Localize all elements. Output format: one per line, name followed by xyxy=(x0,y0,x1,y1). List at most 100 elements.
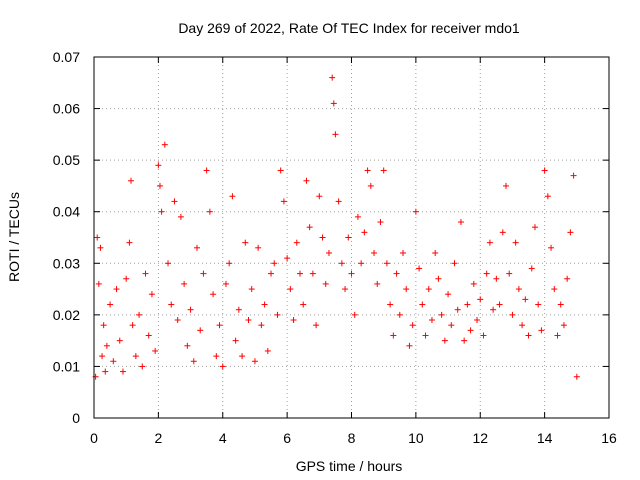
data-point xyxy=(519,322,526,329)
data-point xyxy=(116,337,123,344)
data-point xyxy=(330,100,337,107)
data-point xyxy=(145,332,152,339)
data-point xyxy=(383,260,390,267)
data-point xyxy=(538,327,545,334)
data-point xyxy=(171,198,178,205)
data-point xyxy=(541,167,548,174)
data-point xyxy=(268,270,275,277)
data-point xyxy=(335,198,342,205)
data-point xyxy=(113,286,120,293)
data-point xyxy=(102,368,109,375)
data-point xyxy=(181,280,188,287)
data-point xyxy=(206,208,213,215)
data-point xyxy=(280,198,287,205)
data-point xyxy=(390,332,397,339)
data-point xyxy=(535,301,542,308)
data-point xyxy=(174,317,181,324)
data-point xyxy=(435,275,442,282)
x-tick-label: 2 xyxy=(154,430,162,446)
data-point xyxy=(338,260,345,267)
data-point xyxy=(261,301,268,308)
data-point xyxy=(557,301,564,308)
data-point xyxy=(503,182,509,189)
data-point xyxy=(128,177,135,184)
data-point xyxy=(325,249,332,256)
x-tick-label: 16 xyxy=(601,430,617,446)
data-point xyxy=(235,306,242,313)
data-point xyxy=(416,265,423,272)
data-point xyxy=(387,301,394,308)
data-point xyxy=(506,270,513,277)
data-point xyxy=(345,234,352,241)
data-point xyxy=(95,280,102,287)
data-point xyxy=(251,358,258,365)
data-point xyxy=(522,296,529,303)
data-point xyxy=(509,311,516,318)
data-point xyxy=(210,291,217,298)
data-point xyxy=(548,244,555,251)
y-tick-label: 0.06 xyxy=(53,101,80,117)
data-point xyxy=(155,162,162,169)
data-point xyxy=(129,322,136,329)
x-tick-label: 0 xyxy=(90,430,98,446)
data-point xyxy=(354,213,361,220)
data-point xyxy=(567,229,574,236)
data-point xyxy=(287,286,294,293)
data-point xyxy=(332,131,339,138)
data-point xyxy=(168,301,175,308)
x-tick-label: 10 xyxy=(408,430,424,446)
data-point xyxy=(525,332,532,339)
data-point xyxy=(303,177,310,184)
data-point xyxy=(377,219,384,226)
data-point xyxy=(348,270,355,277)
data-point xyxy=(219,363,226,370)
data-point xyxy=(486,239,493,246)
data-point xyxy=(528,265,535,272)
data-point xyxy=(544,193,551,200)
data-point xyxy=(99,353,106,360)
data-point xyxy=(483,270,490,277)
data-point xyxy=(531,224,538,231)
data-point xyxy=(441,337,448,344)
data-point xyxy=(284,255,291,262)
data-points xyxy=(92,74,580,380)
data-point xyxy=(380,167,387,174)
data-point xyxy=(319,234,326,241)
data-point xyxy=(216,322,223,329)
data-point xyxy=(490,306,497,313)
x-tick-label: 6 xyxy=(283,430,291,446)
data-point xyxy=(393,270,400,277)
data-point xyxy=(136,311,143,318)
y-tick-label: 0.05 xyxy=(53,152,80,168)
data-point xyxy=(554,332,561,339)
data-point xyxy=(110,358,117,365)
data-point xyxy=(239,353,246,360)
axis-ticks: 0 2 4 6 8 10 12 14 16 0 0.01 0.02 0.03 0.04 0.05 0.06 0.… xyxy=(53,49,617,446)
y-tick-label: 0.04 xyxy=(53,204,80,220)
data-point xyxy=(132,353,139,360)
data-point xyxy=(342,286,349,293)
data-point xyxy=(364,167,371,174)
data-point xyxy=(242,239,249,246)
data-point xyxy=(322,280,329,287)
data-point xyxy=(403,286,410,293)
data-point xyxy=(271,260,278,267)
data-point xyxy=(203,167,210,174)
data-point xyxy=(371,249,378,256)
x-tick-label: 14 xyxy=(537,430,553,446)
data-point xyxy=(329,74,336,81)
x-tick-label: 12 xyxy=(472,430,488,446)
data-point xyxy=(467,327,474,334)
data-point xyxy=(97,244,104,251)
data-point xyxy=(454,306,461,313)
grid xyxy=(94,57,609,418)
data-point xyxy=(248,286,255,293)
data-point xyxy=(300,301,307,308)
data-point xyxy=(274,311,281,318)
data-point xyxy=(187,306,194,313)
data-point xyxy=(570,172,577,179)
data-point xyxy=(309,270,316,277)
data-point xyxy=(152,347,159,354)
y-axis-label: ROTI / TECUs xyxy=(6,192,22,282)
